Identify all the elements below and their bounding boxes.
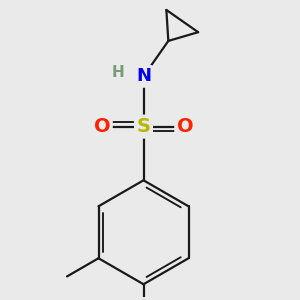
Text: H: H [111, 65, 124, 80]
Text: N: N [136, 68, 151, 85]
Text: S: S [136, 117, 151, 136]
Text: O: O [94, 117, 110, 136]
Text: O: O [177, 117, 194, 136]
